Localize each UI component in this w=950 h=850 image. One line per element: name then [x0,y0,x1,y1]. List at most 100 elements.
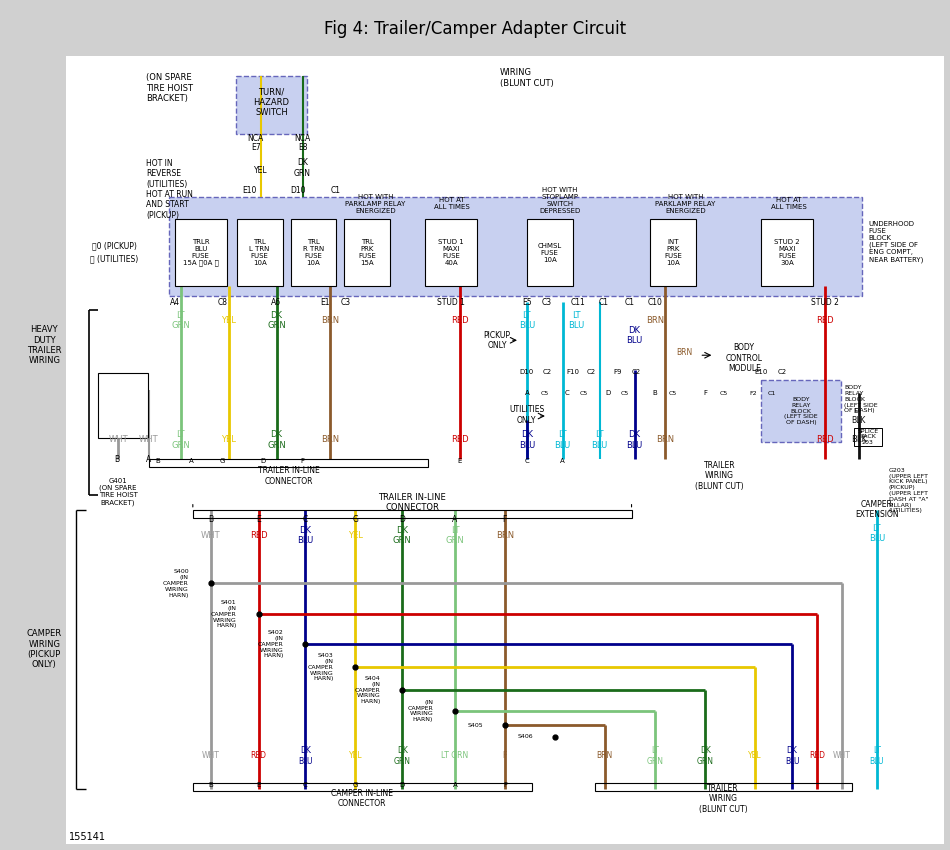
Text: TRAILER IN-LINE
CONNECTOR: TRAILER IN-LINE CONNECTOR [378,493,446,513]
Text: (ON SPARE
TIRE HOIST
BRACKET): (ON SPARE TIRE HOIST BRACKET) [146,73,193,103]
Text: F: F [503,515,507,524]
Text: C1: C1 [331,186,340,196]
Text: F: F [703,390,708,396]
Text: LT
BLU: LT BLU [592,430,608,450]
Text: TRAILER IN-LINE
CONNECTOR: TRAILER IN-LINE CONNECTOR [257,466,319,485]
Text: E: E [256,782,261,788]
Text: CAMPER
WIRING
(PICKUP
ONLY): CAMPER WIRING (PICKUP ONLY) [27,629,62,669]
Text: DK
BLU: DK BLU [297,526,314,546]
Text: DK
BLU: DK BLU [626,430,642,450]
Text: G401
(ON SPARE
TIRE HOIST
BRACKET): G401 (ON SPARE TIRE HOIST BRACKET) [99,478,138,506]
Text: S402
(IN
CAMPER
WIRING
HARN): S402 (IN CAMPER WIRING HARN) [257,630,283,659]
Text: RED: RED [451,316,469,325]
Bar [854,428,882,446]
Text: Ⓑ (UTILITIES): Ⓑ (UTILITIES) [90,254,138,263]
Text: DK
GRN: DK GRN [294,158,311,178]
Text: C1: C1 [598,298,609,307]
Bar [193,783,532,790]
Text: UTILITIES
ONLY: UTILITIES ONLY [509,405,544,425]
Text: PICKUP
ONLY: PICKUP ONLY [484,331,510,350]
Text: HOT AT
ALL TIMES: HOT AT ALL TIMES [771,197,807,210]
Text: HEAVY
DUTY
TRAILER
WIRING: HEAVY DUTY TRAILER WIRING [27,326,62,366]
Bar [237,218,282,286]
Bar [193,510,632,518]
Text: C5: C5 [719,391,728,395]
Text: B: B [652,390,656,396]
Text: WHT: WHT [108,435,128,445]
Text: E5: E5 [522,298,532,307]
Text: DK
BLU: DK BLU [785,746,799,766]
Text: LT
GRN: LT GRN [647,746,664,766]
Text: SPLICE
PACK
203: SPLICE PACK 203 [857,428,879,445]
Bar [149,459,428,467]
Text: TRL
R TRN
FUSE
10A: TRL R TRN FUSE 10A [303,239,324,266]
Text: C2: C2 [542,369,551,375]
Text: BODY
RELAY
BLOCK
(LEFT SIDE
OF DASH): BODY RELAY BLOCK (LEFT SIDE OF DASH) [785,397,818,425]
Text: C5: C5 [620,391,629,395]
Text: C5: C5 [541,391,549,395]
Bar [426,218,477,286]
Text: BRN: BRN [597,751,613,761]
Text: HOT WITH
STOPLAMP
SWITCH
DEPRESSED: HOT WITH STOPLAMP SWITCH DEPRESSED [540,187,580,214]
Text: C8: C8 [218,298,228,307]
Text: TRLR
BLU
FUSE
15A ␶0A Ⓑ: TRLR BLU FUSE 15A ␶0A Ⓑ [182,239,218,266]
Text: D: D [400,782,405,788]
Text: E: E [458,458,463,464]
Text: G203
(UPPER LEFT
KICK PANEL)
(PICKUP)
(UPPER LEFT
DASH AT "A"
PILLAR)
(UTILITIES: G203 (UPPER LEFT KICK PANEL) (PICKUP) (U… [889,468,928,513]
Bar [527,218,573,286]
Text: A: A [560,458,565,464]
Text: S406: S406 [517,734,533,740]
Bar [651,218,696,286]
Text: C3: C3 [340,298,351,307]
Text: YEL: YEL [348,531,363,540]
Bar [291,218,336,286]
Text: DK
GRN: DK GRN [267,430,286,450]
Text: RED: RED [809,751,825,761]
Text: LT
GRN: LT GRN [446,526,465,546]
Text: LT
BLU: LT BLU [869,746,884,766]
Text: C2: C2 [777,369,787,375]
Text: STUD 2: STUD 2 [811,298,839,307]
Text: S403
(IN
CAMPER
WIRING
HARN): S403 (IN CAMPER WIRING HARN) [308,653,333,682]
Text: 155141: 155141 [69,831,106,842]
Text: TRL
PRK
FUSE
15A: TRL PRK FUSE 15A [358,239,376,266]
Text: C: C [303,515,308,524]
Text: E: E [256,515,261,524]
Text: DK
GRN: DK GRN [696,746,713,766]
Text: C3: C3 [542,298,552,307]
Text: BLK: BLK [851,435,866,445]
Bar [236,76,308,134]
Text: G: G [352,515,358,524]
Text: LT
BLU: LT BLU [569,310,585,330]
Text: CAMPER
EXTENSION: CAMPER EXTENSION [855,500,899,519]
Text: A: A [188,458,193,464]
Text: YEL: YEL [221,316,237,325]
Text: E10: E10 [242,186,256,196]
Text: CHMSL
FUSE
10A: CHMSL FUSE 10A [538,242,561,263]
Text: G: G [220,458,225,464]
Text: BODY
RELAY
BLOCK
(LEFT SIDE
OF DASH): BODY RELAY BLOCK (LEFT SIDE OF DASH) [844,385,878,413]
Text: C1: C1 [768,391,776,395]
Text: INT
PRK
FUSE
10A: INT PRK FUSE 10A [664,239,682,266]
Text: F2: F2 [750,391,757,395]
Text: TRL
L TRN
FUSE
10A: TRL L TRN FUSE 10A [250,239,270,266]
Text: G: G [352,782,358,788]
Text: F: F [503,782,507,788]
Text: HOT IN
REVERSE
(UTILITIES)
HOT AT RUN
AND START
(PICKUP): HOT IN REVERSE (UTILITIES) HOT AT RUN AN… [146,159,193,220]
Text: RED: RED [816,435,834,445]
Text: TURN/
HAZARD
SWITCH: TURN/ HAZARD SWITCH [254,88,290,117]
Text: E10: E10 [754,369,768,375]
Text: C: C [524,458,529,464]
Text: E7: E7 [251,144,260,152]
Text: A4: A4 [170,298,180,307]
Bar [595,783,852,790]
Text: LT
BLU: LT BLU [519,310,535,330]
Text: D: D [260,458,265,464]
Text: S400
(IN
CAMPER
WIRING
HARN): S400 (IN CAMPER WIRING HARN) [163,570,189,598]
Text: DK
GRN: DK GRN [393,526,411,546]
Text: C11: C11 [570,298,585,307]
Text: ␹0 (PICKUP): ␹0 (PICKUP) [91,241,137,250]
Text: DK
GRN: DK GRN [267,310,286,330]
Text: HOT WITH
PARKLAMP RELAY
ENERGIZED: HOT WITH PARKLAMP RELAY ENERGIZED [656,194,715,213]
Text: RED: RED [250,531,268,540]
